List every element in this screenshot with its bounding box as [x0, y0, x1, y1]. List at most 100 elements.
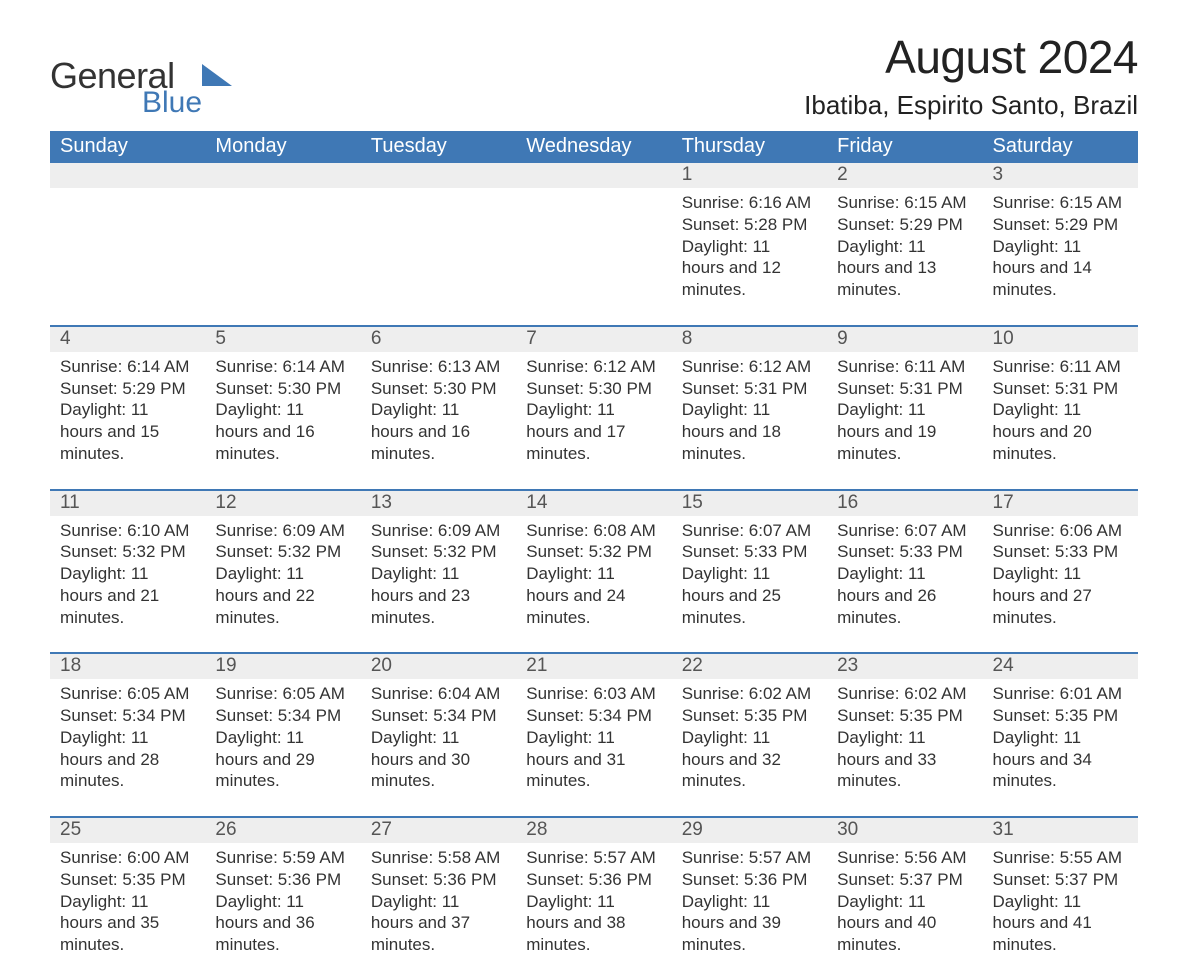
- sunset-line: Sunset: 5:33 PM: [682, 541, 817, 563]
- day-cell: 8Sunrise: 6:12 AMSunset: 5:31 PMDaylight…: [672, 327, 827, 475]
- day-of-week-cell: Wednesday: [516, 131, 671, 163]
- day-body: Sunrise: 5:57 AMSunset: 5:36 PMDaylight:…: [516, 843, 671, 966]
- day-body: Sunrise: 6:05 AMSunset: 5:34 PMDaylight:…: [50, 679, 205, 802]
- daylight-line: Daylight: 11 hours and 40 minutes.: [837, 891, 972, 956]
- logo-sail-icon: [202, 64, 236, 92]
- sunset-line: Sunset: 5:33 PM: [837, 541, 972, 563]
- sunset-line: Sunset: 5:34 PM: [526, 705, 661, 727]
- day-cell: 23Sunrise: 6:02 AMSunset: 5:35 PMDayligh…: [827, 654, 982, 802]
- day-of-week-cell: Tuesday: [361, 131, 516, 163]
- sunset-line: Sunset: 5:30 PM: [371, 378, 506, 400]
- day-cell: 22Sunrise: 6:02 AMSunset: 5:35 PMDayligh…: [672, 654, 827, 802]
- sunrise-line: Sunrise: 6:13 AM: [371, 356, 506, 378]
- day-number: 10: [983, 327, 1138, 352]
- sunrise-line: Sunrise: 5:59 AM: [215, 847, 350, 869]
- day-number: 8: [672, 327, 827, 352]
- day-number: 31: [983, 818, 1138, 843]
- day-body: Sunrise: 6:14 AMSunset: 5:30 PMDaylight:…: [205, 352, 360, 475]
- day-of-week-header: SundayMondayTuesdayWednesdayThursdayFrid…: [50, 131, 1138, 163]
- day-cell: 14Sunrise: 6:08 AMSunset: 5:32 PMDayligh…: [516, 491, 671, 639]
- day-cell: 15Sunrise: 6:07 AMSunset: 5:33 PMDayligh…: [672, 491, 827, 639]
- sunrise-line: Sunrise: 5:58 AM: [371, 847, 506, 869]
- daylight-line: Daylight: 11 hours and 29 minutes.: [215, 727, 350, 792]
- day-body: Sunrise: 6:13 AMSunset: 5:30 PMDaylight:…: [361, 352, 516, 475]
- day-cell: 4Sunrise: 6:14 AMSunset: 5:29 PMDaylight…: [50, 327, 205, 475]
- sunset-line: Sunset: 5:35 PM: [993, 705, 1128, 727]
- daylight-line: Daylight: 11 hours and 16 minutes.: [215, 399, 350, 464]
- sunset-line: Sunset: 5:35 PM: [837, 705, 972, 727]
- sunrise-line: Sunrise: 6:15 AM: [837, 192, 972, 214]
- day-cell: [361, 163, 516, 311]
- sunset-line: Sunset: 5:32 PM: [371, 541, 506, 563]
- week-row: 25Sunrise: 6:00 AMSunset: 5:35 PMDayligh…: [50, 816, 1138, 966]
- day-number: 3: [983, 163, 1138, 188]
- daylight-line: Daylight: 11 hours and 34 minutes.: [993, 727, 1128, 792]
- day-number: 30: [827, 818, 982, 843]
- daylight-line: Daylight: 11 hours and 17 minutes.: [526, 399, 661, 464]
- day-body: Sunrise: 6:15 AMSunset: 5:29 PMDaylight:…: [983, 188, 1138, 311]
- daylight-line: Daylight: 11 hours and 33 minutes.: [837, 727, 972, 792]
- sunrise-line: Sunrise: 6:12 AM: [682, 356, 817, 378]
- sunset-line: Sunset: 5:30 PM: [215, 378, 350, 400]
- day-body: Sunrise: 6:02 AMSunset: 5:35 PMDaylight:…: [827, 679, 982, 802]
- day-cell: 21Sunrise: 6:03 AMSunset: 5:34 PMDayligh…: [516, 654, 671, 802]
- daylight-line: Daylight: 11 hours and 26 minutes.: [837, 563, 972, 628]
- sunset-line: Sunset: 5:31 PM: [993, 378, 1128, 400]
- day-of-week-cell: Friday: [827, 131, 982, 163]
- sunset-line: Sunset: 5:35 PM: [60, 869, 195, 891]
- day-cell: [205, 163, 360, 311]
- sunrise-line: Sunrise: 6:01 AM: [993, 683, 1128, 705]
- week-row: 4Sunrise: 6:14 AMSunset: 5:29 PMDaylight…: [50, 325, 1138, 475]
- location: Ibatiba, Espirito Santo, Brazil: [804, 90, 1138, 121]
- sunset-line: Sunset: 5:28 PM: [682, 214, 817, 236]
- daylight-line: Daylight: 11 hours and 15 minutes.: [60, 399, 195, 464]
- day-body: Sunrise: 6:07 AMSunset: 5:33 PMDaylight:…: [827, 516, 982, 639]
- sunset-line: Sunset: 5:33 PM: [993, 541, 1128, 563]
- day-cell: 24Sunrise: 6:01 AMSunset: 5:35 PMDayligh…: [983, 654, 1138, 802]
- day-number: 14: [516, 491, 671, 516]
- day-of-week-cell: Saturday: [983, 131, 1138, 163]
- day-cell: 28Sunrise: 5:57 AMSunset: 5:36 PMDayligh…: [516, 818, 671, 966]
- day-cell: 10Sunrise: 6:11 AMSunset: 5:31 PMDayligh…: [983, 327, 1138, 475]
- day-number: 4: [50, 327, 205, 352]
- daylight-line: Daylight: 11 hours and 21 minutes.: [60, 563, 195, 628]
- sunset-line: Sunset: 5:30 PM: [526, 378, 661, 400]
- month-title: August 2024: [804, 30, 1138, 84]
- sunrise-line: Sunrise: 6:11 AM: [993, 356, 1128, 378]
- day-cell: 16Sunrise: 6:07 AMSunset: 5:33 PMDayligh…: [827, 491, 982, 639]
- day-number: 24: [983, 654, 1138, 679]
- day-cell: 26Sunrise: 5:59 AMSunset: 5:36 PMDayligh…: [205, 818, 360, 966]
- day-body: [361, 188, 516, 202]
- day-cell: 18Sunrise: 6:05 AMSunset: 5:34 PMDayligh…: [50, 654, 205, 802]
- day-body: Sunrise: 6:11 AMSunset: 5:31 PMDaylight:…: [983, 352, 1138, 475]
- daylight-line: Daylight: 11 hours and 22 minutes.: [215, 563, 350, 628]
- daylight-line: Daylight: 11 hours and 23 minutes.: [371, 563, 506, 628]
- sunrise-line: Sunrise: 5:56 AM: [837, 847, 972, 869]
- daylight-line: Daylight: 11 hours and 25 minutes.: [682, 563, 817, 628]
- daylight-line: Daylight: 11 hours and 38 minutes.: [526, 891, 661, 956]
- sunset-line: Sunset: 5:31 PM: [682, 378, 817, 400]
- sunset-line: Sunset: 5:35 PM: [682, 705, 817, 727]
- day-body: Sunrise: 6:04 AMSunset: 5:34 PMDaylight:…: [361, 679, 516, 802]
- day-number: 19: [205, 654, 360, 679]
- day-body: Sunrise: 5:55 AMSunset: 5:37 PMDaylight:…: [983, 843, 1138, 966]
- sunset-line: Sunset: 5:36 PM: [371, 869, 506, 891]
- day-cell: 13Sunrise: 6:09 AMSunset: 5:32 PMDayligh…: [361, 491, 516, 639]
- day-body: Sunrise: 6:06 AMSunset: 5:33 PMDaylight:…: [983, 516, 1138, 639]
- day-number: [361, 163, 516, 188]
- daylight-line: Daylight: 11 hours and 32 minutes.: [682, 727, 817, 792]
- day-of-week-cell: Sunday: [50, 131, 205, 163]
- daylight-line: Daylight: 11 hours and 19 minutes.: [837, 399, 972, 464]
- sunrise-line: Sunrise: 6:02 AM: [837, 683, 972, 705]
- daylight-line: Daylight: 11 hours and 36 minutes.: [215, 891, 350, 956]
- day-body: Sunrise: 6:01 AMSunset: 5:35 PMDaylight:…: [983, 679, 1138, 802]
- day-body: Sunrise: 5:58 AMSunset: 5:36 PMDaylight:…: [361, 843, 516, 966]
- day-cell: 27Sunrise: 5:58 AMSunset: 5:36 PMDayligh…: [361, 818, 516, 966]
- day-number: 25: [50, 818, 205, 843]
- sunrise-line: Sunrise: 6:02 AM: [682, 683, 817, 705]
- sunrise-line: Sunrise: 6:09 AM: [371, 520, 506, 542]
- day-cell: 6Sunrise: 6:13 AMSunset: 5:30 PMDaylight…: [361, 327, 516, 475]
- header: General Blue August 2024 Ibatiba, Espiri…: [50, 30, 1138, 121]
- day-number: [516, 163, 671, 188]
- day-number: 7: [516, 327, 671, 352]
